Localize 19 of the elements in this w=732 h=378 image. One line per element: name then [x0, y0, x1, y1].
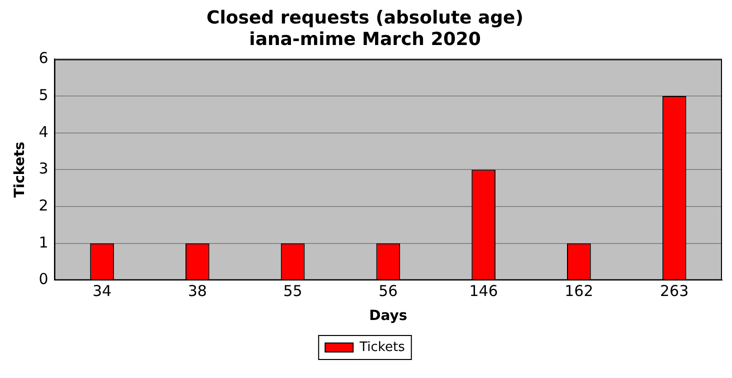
- y-tick-label: 5: [38, 86, 48, 104]
- x-tick-label: 162: [564, 282, 594, 300]
- y-tick-label: 2: [38, 196, 48, 214]
- chart-title: Closed requests (absolute age): [206, 7, 524, 28]
- x-tick-label: 38: [188, 282, 207, 300]
- y-tick-label: 1: [38, 233, 48, 252]
- x-tick-label: 263: [660, 282, 689, 300]
- chart-subtitle: iana-mime March 2020: [249, 29, 481, 50]
- x-tick-label: 55: [283, 282, 302, 300]
- y-tick-label: 0: [38, 270, 48, 288]
- x-tick-label: 34: [92, 282, 112, 300]
- y-tick-label: 6: [38, 49, 48, 68]
- legend-label: Tickets: [358, 340, 406, 355]
- y-tick-label: 4: [38, 122, 48, 141]
- x-tick-label: 56: [378, 282, 398, 300]
- x-tick-label: 146: [469, 282, 498, 300]
- y-tick-label: 3: [38, 160, 48, 178]
- y-axis-title: Tickets: [12, 142, 28, 198]
- x-axis-title: Days: [369, 308, 408, 324]
